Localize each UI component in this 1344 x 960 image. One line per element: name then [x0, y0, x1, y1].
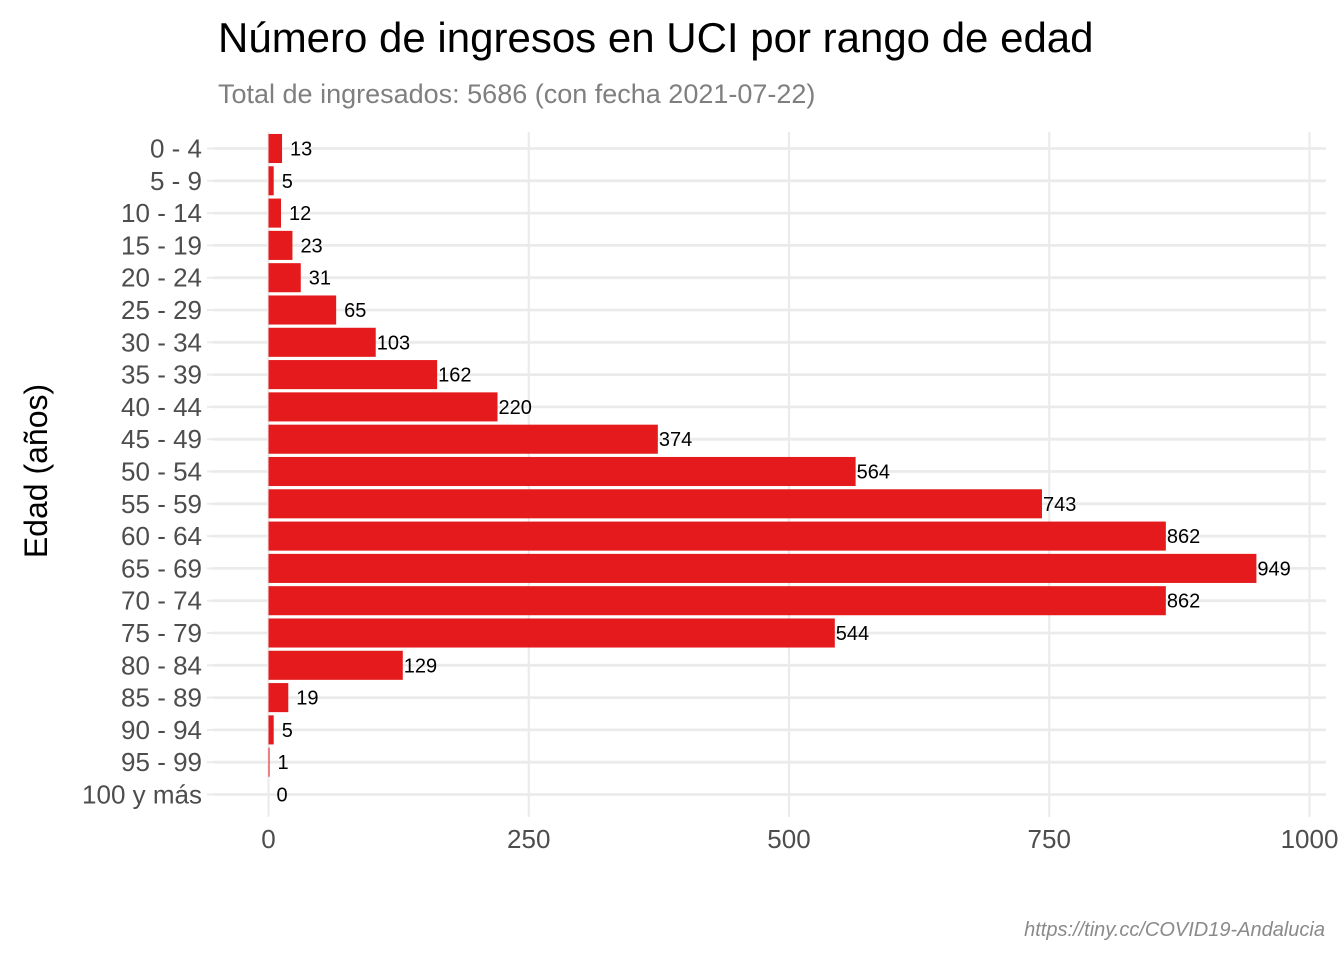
y-tick-label: 50 - 54: [121, 457, 202, 487]
bar: [268, 166, 274, 196]
chart-title: Número de ingresos en UCI por rango de e…: [218, 14, 1094, 61]
x-tick-label: 750: [1028, 824, 1071, 854]
bar: [268, 489, 1042, 519]
data-label: 1: [278, 752, 289, 774]
bar: [268, 295, 337, 325]
bar: [268, 650, 403, 680]
y-tick-label: 25 - 29: [121, 295, 202, 325]
x-tick-label: 0: [261, 824, 275, 854]
bar: [268, 392, 498, 422]
y-tick-label: 55 - 59: [121, 489, 202, 519]
bar: [268, 521, 1166, 551]
y-tick-label: 65 - 69: [121, 553, 202, 583]
data-label: 129: [404, 655, 437, 677]
y-tick-label: 15 - 19: [121, 230, 202, 260]
y-tick-label: 70 - 74: [121, 586, 202, 616]
bar: [268, 424, 658, 454]
bar: [268, 586, 1166, 616]
data-label: 374: [659, 429, 692, 451]
x-tick-label: 500: [767, 824, 810, 854]
data-label: 162: [438, 365, 471, 387]
data-label: 862: [1167, 526, 1200, 548]
data-label: 544: [836, 623, 869, 645]
bar: [268, 198, 281, 228]
data-label: 23: [300, 235, 322, 257]
y-tick-label: 20 - 24: [121, 263, 202, 293]
data-label: 0: [277, 785, 288, 807]
bar: [268, 230, 293, 260]
x-tick-label: 250: [507, 824, 550, 854]
bar: [268, 747, 270, 777]
source-caption: https://tiny.cc/COVID19-Andalucia: [1024, 919, 1325, 941]
data-label: 862: [1167, 591, 1200, 613]
bar: [268, 456, 856, 487]
data-label: 65: [344, 300, 366, 322]
bar: [268, 553, 1257, 583]
data-label: 12: [289, 203, 311, 225]
y-tick-label: 90 - 94: [121, 715, 202, 745]
bar: [268, 263, 301, 293]
y-tick-label: 0 - 4: [150, 134, 202, 164]
chart-subtitle: Total de ingresados: 5686 (con fecha 202…: [218, 79, 815, 109]
bar-layer: [268, 133, 1257, 777]
y-tick-label: 10 - 14: [121, 198, 202, 228]
y-tick-label: 60 - 64: [121, 521, 202, 551]
data-label: 5: [282, 720, 293, 742]
y-tick-label: 35 - 39: [121, 360, 202, 390]
y-tick-label: 95 - 99: [121, 747, 202, 777]
y-tick-label: 85 - 89: [121, 683, 202, 713]
data-label: 19: [296, 688, 318, 710]
data-label: 220: [499, 397, 532, 419]
x-tick-label: 1000: [1281, 824, 1339, 854]
bar: [268, 715, 274, 745]
data-label: 103: [377, 332, 410, 354]
bar: [268, 133, 283, 164]
bar: [268, 683, 289, 713]
data-label: 564: [857, 462, 890, 484]
data-label: 5: [282, 171, 293, 193]
data-label: 31: [309, 268, 331, 290]
x-tick-layer: 0 250 500 750 1000: [261, 811, 1338, 854]
data-label: 13: [290, 139, 312, 161]
y-tick-label: 75 - 79: [121, 618, 202, 648]
y-tick-label: 100 y más: [82, 780, 202, 810]
bar: [268, 360, 438, 390]
bar: [268, 327, 376, 357]
data-label: 743: [1043, 494, 1076, 516]
y-axis-label: Edad (años): [18, 384, 54, 558]
y-tick-label: 30 - 34: [121, 327, 202, 357]
y-tick-label: 45 - 49: [121, 424, 202, 454]
y-tick-label: 40 - 44: [121, 392, 202, 422]
y-tick-label: 80 - 84: [121, 650, 202, 680]
data-label: 949: [1257, 558, 1290, 580]
bar: [268, 618, 835, 648]
y-tick-label: 5 - 9: [150, 166, 202, 196]
data-label-layer: 13 5 12 23 31 65 103 162 220 374 564 743 862 949 862 54…: [277, 139, 1291, 807]
